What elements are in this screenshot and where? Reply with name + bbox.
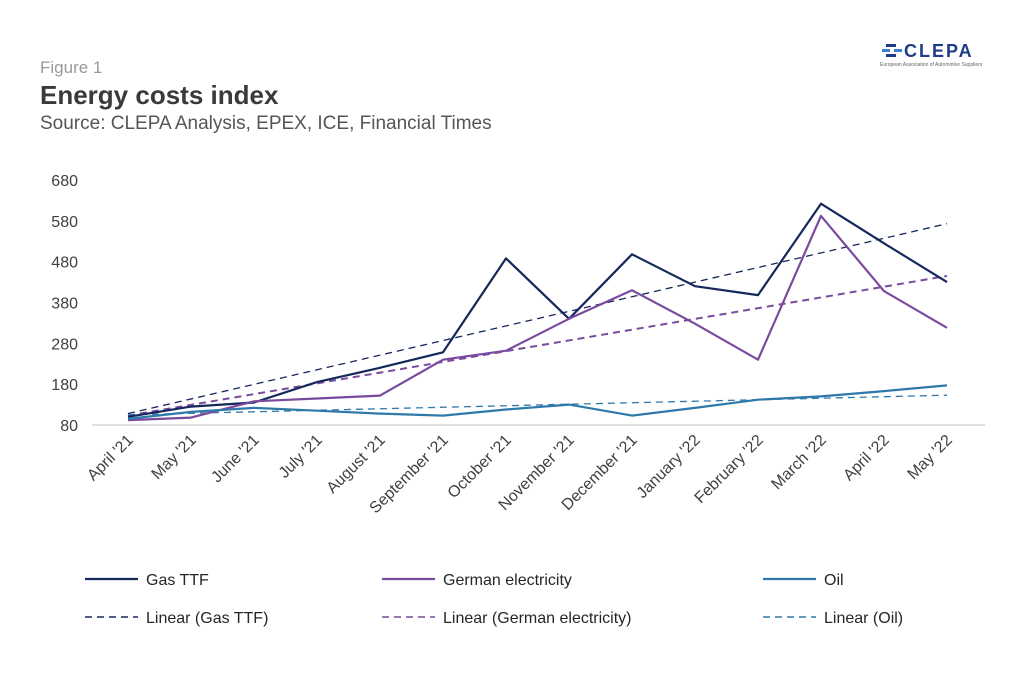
legend-label: Linear (Gas TTF): [146, 610, 268, 627]
legend: Gas TTF German electricity Oil Linear (Gas …: [85, 572, 903, 627]
logo-subtitle: European Association of Automotive Suppl…: [880, 62, 983, 68]
y-tick-label: 580: [51, 214, 78, 231]
y-axis: 80 180 280 380 480 580 680: [51, 173, 78, 435]
x-tick-label: April '22: [840, 432, 893, 485]
y-tick-label: 280: [51, 336, 78, 353]
y-tick-label: 680: [51, 173, 78, 190]
logo-mark-icon: [882, 44, 902, 57]
series-oil: [127, 384, 948, 420]
x-tick-label: August '21: [324, 432, 389, 497]
x-tick-label: June '21: [208, 432, 263, 487]
y-tick-label: 80: [60, 418, 78, 435]
x-tick-label: April '21: [84, 432, 137, 485]
series-gas-ttf: [127, 202, 948, 418]
x-tick-label: January '22: [634, 432, 704, 502]
legend-label: Gas TTF: [146, 572, 209, 589]
chart-title: Energy costs index: [40, 80, 279, 110]
y-tick-label: 180: [51, 377, 78, 394]
legend-label: Linear (German electricity): [443, 610, 632, 627]
trendline-linear-german-electricity: [127, 274, 948, 417]
clepa-logo: CLEPA European Association of Automotive…: [880, 41, 990, 71]
legend-label: Oil: [824, 572, 844, 589]
chart-source: Source: CLEPA Analysis, EPEX, ICE, Finan…: [40, 113, 492, 134]
trendlines: [127, 223, 948, 417]
logo-wordmark: CLEPA: [904, 41, 974, 61]
series-lines: [127, 202, 948, 422]
x-tick-label: May '21: [149, 432, 200, 483]
y-tick-label: 480: [51, 255, 78, 272]
series-german-electricity: [127, 214, 948, 422]
x-tick-label: May '22: [905, 432, 956, 483]
x-tick-label: October '21: [445, 432, 515, 502]
trendline-linear-gas-ttf: [127, 223, 948, 415]
x-tick-label: March '22: [768, 432, 829, 493]
trendline-linear-oil: [127, 394, 948, 416]
legend-label: Linear (Oil): [824, 610, 903, 627]
legend-label: German electricity: [443, 572, 572, 589]
y-tick-label: 380: [51, 296, 78, 313]
x-tick-label: July '21: [276, 432, 326, 482]
figure-label: Figure 1: [40, 58, 103, 77]
